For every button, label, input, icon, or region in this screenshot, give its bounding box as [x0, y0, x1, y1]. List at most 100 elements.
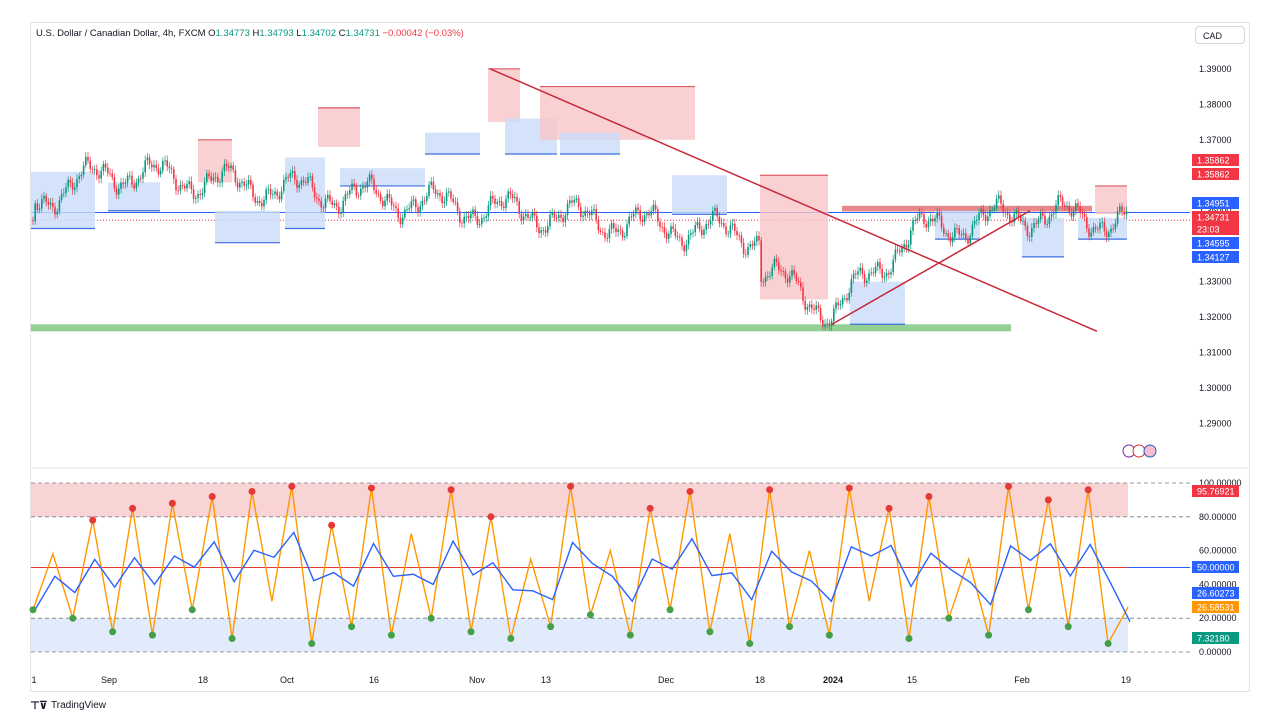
candle-body [958, 228, 960, 235]
candle-body [421, 200, 424, 207]
candle-body [430, 181, 432, 185]
currency-selector[interactable]: CAD [1195, 26, 1245, 44]
time-tick-label: 16 [369, 675, 379, 685]
candle-body [87, 156, 89, 161]
candle-body [1006, 212, 1009, 215]
candle-body [1081, 212, 1084, 214]
candle-body [610, 223, 613, 229]
candle-body [707, 223, 710, 225]
candle-body [857, 271, 859, 275]
candle-body [426, 195, 428, 201]
candle-body [637, 207, 639, 211]
candle-body [311, 176, 314, 188]
candle-body [445, 192, 448, 202]
candle-body [485, 216, 487, 219]
candle-body [905, 244, 908, 248]
candle-body [976, 219, 978, 221]
candle-body [1031, 227, 1033, 237]
tradingview-brand[interactable]: ⊤⊽ TradingView [30, 699, 106, 712]
candle-body [382, 200, 384, 207]
candle-body [166, 160, 168, 167]
candle-body [104, 163, 107, 168]
candle-body [162, 161, 164, 171]
oversold-zone [31, 618, 1128, 652]
candle-body [861, 267, 864, 275]
candle-body [661, 226, 663, 228]
candle-body [375, 189, 377, 194]
price-tag-label: 1.34951 [1197, 199, 1230, 209]
candle-body [1090, 232, 1092, 237]
candle-body [839, 304, 842, 306]
candle-body [309, 176, 311, 178]
candle-body [951, 237, 954, 243]
candle-body [428, 184, 430, 196]
stoch-d-line [34, 530, 1131, 622]
candle-body [333, 203, 336, 206]
candle-body [690, 233, 692, 235]
candle-body [835, 302, 837, 309]
candle-body [329, 194, 331, 202]
candle-body [38, 208, 41, 210]
candle-body [949, 237, 952, 243]
candle-body [448, 191, 450, 193]
candle-body [573, 199, 575, 203]
candle-body [1026, 226, 1029, 237]
oversold-dot [69, 614, 77, 622]
candle-body [527, 213, 529, 218]
candle-body [1075, 203, 1077, 211]
candle-body [91, 168, 94, 170]
candle-body [1009, 214, 1011, 222]
candle-body [247, 179, 250, 185]
oversold-dot [706, 628, 714, 636]
candle-body [923, 214, 925, 225]
overbought-dot [487, 513, 495, 521]
candle-body [824, 324, 826, 327]
candle-body [190, 181, 193, 190]
candle-body [155, 164, 157, 169]
candle-body [760, 240, 762, 282]
price-tag-bg [1192, 251, 1239, 263]
candle-body [443, 201, 446, 204]
candle-body [778, 262, 780, 271]
time-tick-label: Nov [469, 675, 486, 685]
candle-body [606, 237, 608, 239]
candle-body [1002, 203, 1004, 213]
overbought-dot [288, 482, 296, 490]
time-tick-label: Dec [658, 675, 675, 685]
symbol-name[interactable]: U.S. Dollar / Canadian Dollar, 4h, FXCM [36, 28, 206, 39]
candle-body [157, 168, 160, 175]
candle-body [1028, 236, 1031, 237]
candle-body [1099, 222, 1101, 229]
candle-body [43, 195, 45, 200]
candle-body [459, 211, 461, 223]
candle-body [916, 218, 919, 220]
candle-body [52, 202, 54, 207]
open-label: O [208, 28, 216, 39]
osc-tick-label: 40.00000 [1199, 579, 1237, 589]
candle-body [914, 219, 916, 221]
candle-body [1125, 211, 1128, 215]
candle-body [654, 204, 657, 210]
candle-body [463, 216, 465, 224]
candle-body [432, 181, 435, 190]
open-value: 1.34773 [215, 28, 250, 39]
candle-body [769, 276, 771, 277]
candle-body [439, 193, 441, 197]
candle-body [555, 217, 558, 219]
candle-body [701, 229, 703, 236]
candle-body [731, 223, 734, 226]
candle-body [650, 211, 652, 216]
candle-body [819, 308, 822, 320]
oversold-dot [1064, 623, 1072, 631]
candle-body [531, 212, 534, 218]
candle-body [489, 195, 492, 206]
candle-body [69, 179, 72, 183]
candle-body [595, 209, 597, 220]
candle-body [230, 165, 232, 169]
candle-body [652, 204, 655, 212]
candle-body [980, 208, 982, 213]
candle-body [588, 212, 591, 216]
candle-body [582, 215, 584, 217]
candle-body [586, 210, 589, 213]
